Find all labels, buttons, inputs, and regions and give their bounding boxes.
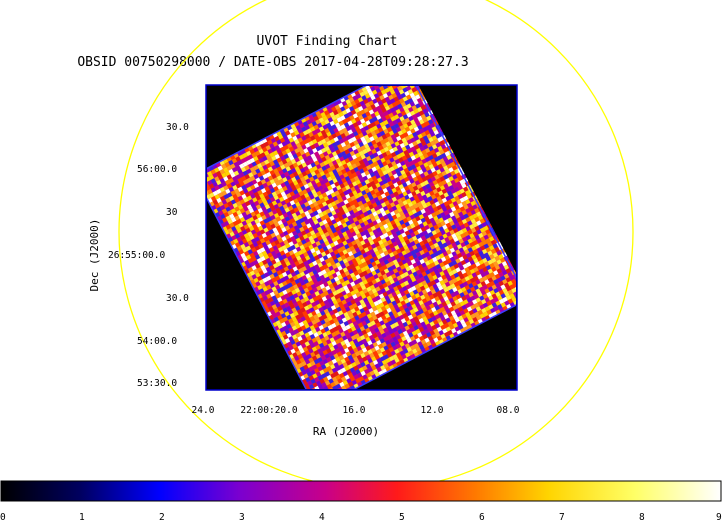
colorbar-tick-label: 4 — [319, 512, 325, 521]
colorbar-tick-label: 2 — [159, 512, 165, 521]
colorbar-tick-label: 1 — [79, 512, 85, 521]
y-tick-label: 26:55:00.0 — [108, 250, 165, 261]
colorbar-ticks: 0 1 2 3 4 5 6 7 8 9 — [0, 512, 722, 521]
colorbar — [0, 480, 722, 502]
y-axis-label: Dec (J2000) — [88, 219, 101, 292]
x-tick-label: 24.0 — [192, 405, 215, 416]
x-axis: 24.0 22:00:20.0 16.0 12.0 08.0 — [192, 405, 520, 416]
chart-subtitle: OBSID 00750298000 / DATE-OBS 2017-04-28T… — [77, 55, 468, 70]
colorbar-tick-label: 5 — [399, 512, 405, 521]
y-tick-label: 56:00.0 — [137, 164, 177, 175]
y-tick-label: 54:00.0 — [137, 336, 177, 347]
y-axis: 30.0 56:00.0 30 26:55:00.0 30.0 54:00.0 … — [108, 122, 189, 389]
x-tick-label: 08.0 — [497, 405, 520, 416]
colorbar-tick-label: 6 — [479, 512, 485, 521]
colorbar-tick-label: 7 — [559, 512, 565, 521]
y-tick-label: 30.0 — [166, 122, 189, 133]
y-tick-label: 30 — [166, 207, 178, 218]
y-tick-label: 30.0 — [166, 293, 189, 304]
x-tick-label: 16.0 — [343, 405, 366, 416]
x-tick-label: 12.0 — [421, 405, 444, 416]
chart-title: UVOT Finding Chart — [257, 34, 398, 49]
colorbar-tick-label: 0 — [0, 512, 6, 521]
x-axis-label: RA (J2000) — [313, 425, 379, 438]
colorbar-tick-label: 9 — [716, 512, 722, 521]
y-tick-label: 53:30.0 — [137, 378, 177, 389]
sky-image — [207, 86, 516, 389]
colorbar-tick-label: 3 — [239, 512, 245, 521]
x-tick-label: 22:00:20.0 — [240, 405, 297, 416]
colorbar-tick-label: 8 — [639, 512, 645, 521]
